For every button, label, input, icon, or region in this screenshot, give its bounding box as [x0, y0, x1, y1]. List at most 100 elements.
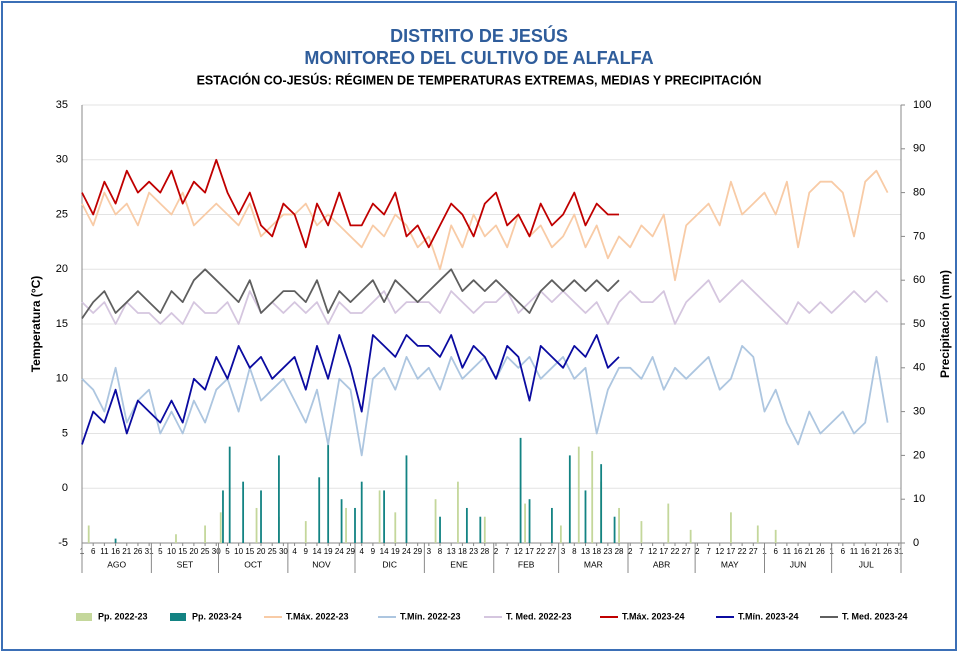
month-label: SET [177, 559, 194, 569]
legend-label: T.Máx. 2022-23 [286, 611, 349, 621]
x-tick-label: 3 [427, 547, 432, 556]
y-tick-label: 10 [56, 373, 68, 385]
precip-bar [577, 446, 580, 543]
precip-bar [204, 525, 206, 543]
x-tick-label: 15 [178, 547, 187, 556]
precip-bar [242, 481, 245, 543]
y2-tick-label: 40 [913, 362, 925, 374]
y2-tick-label: 20 [913, 449, 925, 461]
x-tick-label: 23 [603, 547, 612, 556]
temperature-line [81, 169, 889, 282]
y-tick-label: 20 [56, 263, 68, 275]
x-tick-label: 12 [514, 547, 523, 556]
x-tick-label: 26 [883, 547, 892, 556]
x-tick-label: 26 [816, 547, 825, 556]
x-tick-label: 17 [726, 547, 735, 556]
x-tick-label: 28 [615, 547, 624, 556]
x-tick-label: 10 [167, 547, 176, 556]
y2-tick-label: 80 [913, 187, 925, 199]
y2-tick-label: 60 [913, 274, 925, 286]
x-tick-label: 18 [458, 547, 467, 556]
precip-bar [434, 499, 437, 543]
y2-tick-label: 30 [913, 406, 925, 418]
x-tick-label: 29 [346, 547, 355, 556]
x-tick-label: 6 [91, 547, 96, 556]
month-label: JUN [790, 559, 807, 569]
x-tick-label: 18 [592, 547, 601, 556]
x-tick-label: 6 [841, 547, 846, 556]
precip-bar [618, 507, 620, 543]
month-label: MAR [584, 559, 603, 569]
precip-bar [175, 534, 177, 543]
x-tick-label: 21 [122, 547, 131, 556]
legend-swatch [76, 613, 92, 621]
x-tick-label: 16 [861, 547, 870, 556]
precip-bar [222, 490, 224, 543]
month-label: MAY [721, 559, 739, 569]
x-tick-label: 19 [391, 547, 400, 556]
precip-bar [354, 507, 356, 543]
x-tick-label: 24 [402, 547, 411, 556]
x-tick-label: 11 [783, 547, 792, 556]
x-tick-label: 16 [111, 547, 120, 556]
y-axis-label: Temperatura (°C) [29, 276, 43, 373]
x-tick-label: 21 [805, 547, 814, 556]
precip-bar [255, 507, 258, 543]
precip-bar [340, 499, 343, 543]
x-tick-label: 7 [706, 547, 711, 556]
x-tick-label: 2 [628, 547, 633, 556]
precip-bar [465, 507, 468, 543]
legend-swatch [170, 613, 186, 621]
x-tick-label: 6 [773, 547, 778, 556]
y2-tick-label: 0 [913, 537, 919, 549]
x-tick-label: 20 [257, 547, 266, 556]
precip-bar [551, 507, 553, 543]
x-tick-label: 23 [469, 547, 478, 556]
x-tick-label: 13 [447, 547, 456, 556]
legend-label: Pp. 2023-24 [192, 611, 242, 621]
precip-bar [640, 521, 643, 543]
x-tick-label: 25 [201, 547, 210, 556]
month-label: ABR [653, 559, 670, 569]
x-tick-label: 4 [292, 547, 297, 556]
legend-label: T.Mín. 2023-24 [738, 611, 799, 621]
precip-bar [345, 507, 347, 543]
month-label: AGO [107, 559, 126, 569]
precip-bar [528, 499, 531, 543]
precip-bar [524, 503, 526, 543]
x-tick-label: 9 [371, 547, 376, 556]
legend-label: T.Máx. 2023-24 [622, 611, 685, 621]
x-tick-label: 14 [380, 547, 389, 556]
y-tick-label: 15 [56, 318, 68, 330]
x-tick-label: 28 [480, 547, 489, 556]
x-tick-label: 11 [850, 547, 859, 556]
precip-bar [613, 516, 616, 543]
temperature-line [81, 334, 620, 445]
x-tick-label: 19 [324, 547, 333, 556]
x-tick-label: 22 [671, 547, 680, 556]
precip-bar [114, 538, 117, 543]
x-tick-label: 27 [749, 547, 758, 556]
y-tick-label: 30 [56, 154, 68, 166]
x-tick-label: 12 [648, 547, 657, 556]
month-label: OCT [244, 559, 262, 569]
x-tick-label: 24 [335, 547, 344, 556]
x-tick-label: 25 [268, 547, 277, 556]
precip-bar [774, 529, 777, 543]
month-label: NOV [312, 559, 331, 569]
precip-bar [689, 529, 692, 543]
precip-bar [87, 525, 90, 543]
x-tick-label: 31 [894, 547, 903, 556]
precip-bar [318, 477, 321, 543]
legend-label: Pp. 2022-23 [98, 611, 148, 621]
precip-bar [378, 490, 381, 543]
y-tick-label: 0 [62, 482, 68, 494]
precip-bar [600, 464, 603, 543]
precip-bar [383, 490, 385, 543]
month-label: JUL [859, 559, 874, 569]
y-tick-label: 5 [62, 427, 68, 439]
x-tick-label: 8 [572, 547, 577, 556]
x-tick-label: 13 [581, 547, 590, 556]
x-tick-label: 16 [794, 547, 803, 556]
